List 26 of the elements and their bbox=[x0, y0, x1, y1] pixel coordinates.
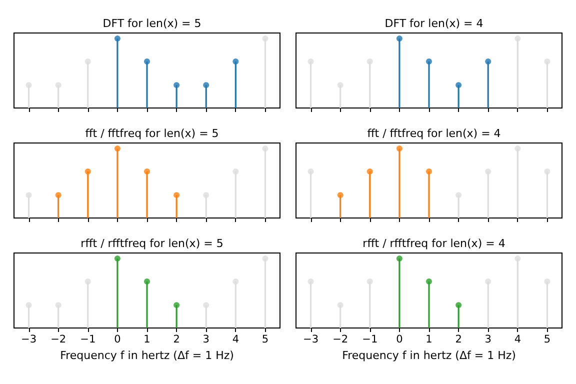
x-tick-label: 3 bbox=[202, 334, 210, 346]
x-tick-label: 5 bbox=[262, 334, 269, 346]
x-tick-label: −3 bbox=[303, 334, 319, 346]
chart-title: rfft / rfftfreq for len(x) = 5 bbox=[80, 237, 224, 250]
x-tick-label: 4 bbox=[514, 334, 522, 346]
x-tick-label: 1 bbox=[426, 334, 432, 346]
x-tick-label: −2 bbox=[332, 334, 348, 346]
x-tick-label: 4 bbox=[232, 334, 240, 346]
x-axis-title: Frequency f in hertz (Δf = 1 Hz) bbox=[342, 349, 516, 362]
x-tick-label: −2 bbox=[50, 334, 66, 346]
x-tick-label: 0 bbox=[114, 334, 121, 346]
chart-title: DFT for len(x) = 5 bbox=[102, 17, 202, 30]
x-tick-label: 2 bbox=[455, 334, 462, 346]
chart-title: rfft / rfftfreq for len(x) = 4 bbox=[362, 237, 506, 250]
x-tick-label: 0 bbox=[396, 334, 403, 346]
x-tick-label: 5 bbox=[544, 334, 551, 346]
x-tick-label: −1 bbox=[362, 334, 378, 346]
x-tick-label: 1 bbox=[144, 334, 150, 346]
x-axis-title: Frequency f in hertz (Δf = 1 Hz) bbox=[60, 349, 234, 362]
chart-title: fft / fftfreq for len(x) = 5 bbox=[85, 127, 219, 140]
x-tick-label: −1 bbox=[80, 334, 96, 346]
x-tick-label: 2 bbox=[173, 334, 180, 346]
chart-title: fft / fftfreq for len(x) = 4 bbox=[367, 127, 501, 140]
chart-title: DFT for len(x) = 4 bbox=[384, 17, 484, 30]
x-tick-label: −3 bbox=[21, 334, 37, 346]
x-tick-label: 3 bbox=[484, 334, 492, 346]
